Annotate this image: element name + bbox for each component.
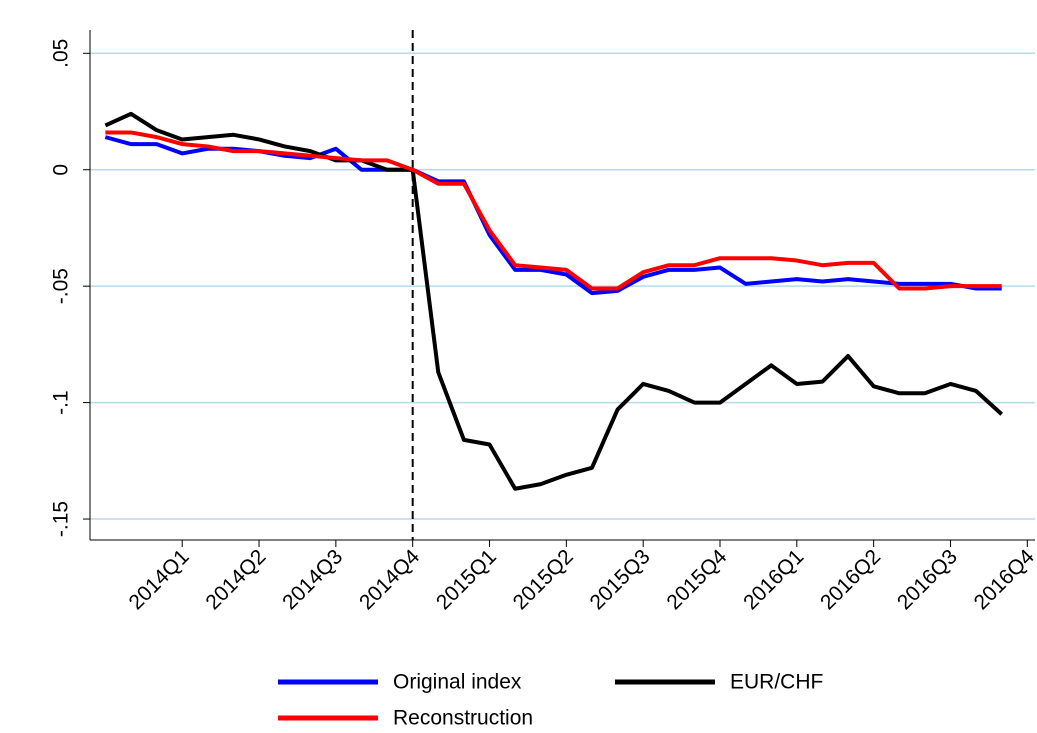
x-tick-label: 2015Q4: [662, 545, 731, 614]
x-tick-label: 2014Q4: [355, 545, 424, 614]
legend-label: EUR/CHF: [730, 671, 823, 694]
legend-label: Reconstruction: [393, 707, 533, 730]
x-tick-label: 2015Q3: [586, 545, 655, 614]
x-tick-label: 2014Q3: [278, 545, 347, 614]
x-tick-label: 2016Q3: [893, 545, 962, 614]
x-tick-label: 2015Q2: [509, 545, 578, 614]
y-tick-label: -.15: [50, 501, 73, 537]
series-line: [105, 130, 1002, 291]
y-tick-label: 0: [50, 164, 73, 176]
series-line: [104, 111, 1004, 491]
x-tick-label: 2014Q1: [125, 545, 194, 614]
y-tick-label: -.1: [50, 390, 73, 415]
legend-label: Original index: [393, 671, 522, 694]
x-tick-label: 2015Q1: [432, 545, 501, 614]
x-tick-label: 2016Q2: [816, 545, 885, 614]
x-tick-label: 2016Q4: [970, 545, 1037, 614]
x-tick-label: 2014Q2: [201, 545, 270, 614]
y-tick-label: -.05: [50, 268, 73, 304]
x-tick-label: 2016Q1: [739, 545, 808, 614]
y-tick-label: .05: [50, 39, 73, 68]
